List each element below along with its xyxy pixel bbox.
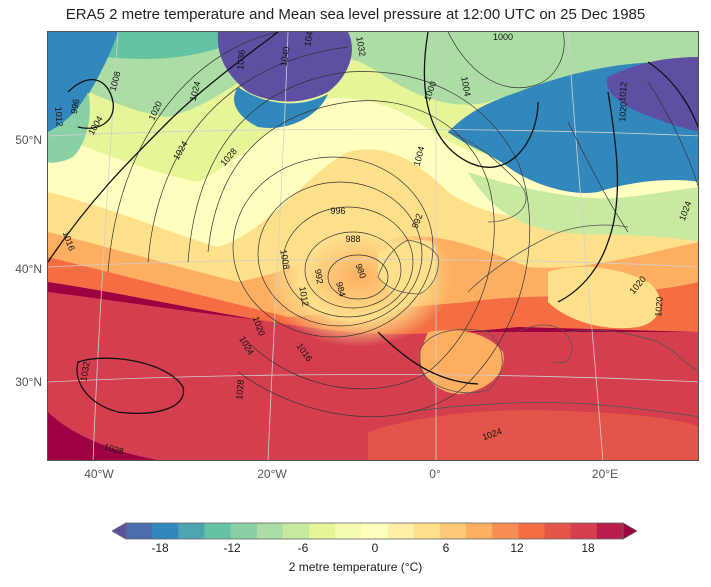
colorbar-cell: [309, 523, 336, 539]
colorbar-cell: [518, 523, 546, 539]
lat-label-30n: 30°N: [15, 375, 42, 389]
isobar-label: 980: [354, 262, 369, 280]
isobar-label: 1036: [235, 49, 247, 70]
british-isles: [378, 240, 439, 298]
colorbar-extend-min: [112, 522, 127, 540]
colorbar-cell: [492, 523, 519, 539]
isobar-label: 1040: [278, 46, 291, 67]
map-title: ERA5 2 metre temperature and Mean sea le…: [65, 6, 646, 23]
coastlines: [377, 131, 698, 418]
colorbar-tick: 18: [581, 541, 595, 555]
isobar-label: 992: [313, 268, 325, 285]
isobar-label: 984: [334, 281, 348, 298]
isobar-label: 992: [410, 212, 425, 230]
bold-isobars: [48, 32, 698, 385]
colorbar-cells: [112, 522, 637, 540]
isobar-label: 1000: [493, 32, 513, 42]
isobar-label: 1012: [297, 286, 310, 307]
colorbar-cell: [178, 523, 205, 539]
lon-label-20w: 20°W: [257, 467, 287, 481]
isobar-label: 1012: [617, 81, 629, 102]
colorbar-cell: [282, 523, 310, 539]
isobar-label: 996: [69, 98, 81, 115]
lat-label-40n: 40°N: [15, 262, 42, 276]
lat-label-50n: 50°N: [15, 133, 42, 147]
colorbar-cell: [126, 523, 153, 539]
isobar-label: 988: [345, 234, 360, 244]
colorbar-outline: [125, 522, 624, 540]
colorbar-cell: [256, 523, 284, 539]
colorbar-tick: 0: [371, 541, 379, 555]
temp-band-green: [48, 32, 698, 117]
map-canvas: 980 984 988 992 996 1008 992 1012 1020 1…: [48, 32, 698, 460]
isobars: [76, 32, 698, 417]
colorbar-cell: [570, 523, 598, 539]
colorbar-tick: -12: [223, 541, 241, 555]
colorbar-cell: [361, 523, 389, 539]
colorbar-tick: -18: [151, 541, 169, 555]
colorbar-cell: [544, 523, 572, 539]
canada-coast: [48, 92, 90, 163]
colorbar-cell: [230, 523, 258, 539]
central-europe: [548, 266, 661, 329]
colorbar-cell: [387, 523, 415, 539]
isobar-label: 1048: [302, 32, 315, 47]
lon-label-0: 0°: [429, 467, 441, 481]
isobar-label: 1028: [234, 379, 246, 400]
lon-label-40w: 40°W: [84, 467, 114, 481]
isobar-label: 1032: [354, 36, 367, 57]
isobar-label: 1012: [53, 106, 65, 127]
colorbar-tick: 12: [510, 541, 524, 555]
sahara-warm: [368, 410, 698, 460]
colorbar-extend-max: [622, 522, 637, 540]
colorbar-cell: [439, 523, 467, 539]
isobar-label: 1008: [278, 249, 291, 270]
graticule: [48, 32, 698, 460]
isobar-label: 1020: [617, 101, 629, 122]
colorbar-cell: [204, 523, 232, 539]
colorbar-cell: [466, 523, 493, 539]
colorbar: [112, 522, 637, 540]
colorbar-cell: [152, 523, 179, 539]
colorbar-tick: -6: [297, 541, 309, 555]
greenland-coast-cold: [234, 87, 328, 128]
isobar-label: 996: [330, 206, 345, 216]
colorbar-label: 2 metre temperature (°C): [288, 560, 423, 574]
colorbar-cell: [335, 523, 362, 539]
lon-label-20e: 20°E: [591, 467, 619, 481]
east-europe-cool: [468, 172, 698, 242]
colorbar-cell: [413, 523, 441, 539]
colorbar-cell: [596, 523, 624, 539]
greenland-cold: [217, 32, 352, 102]
isobar-label: 1004: [459, 76, 472, 97]
isobar-label: 1032: [78, 361, 91, 382]
iberia: [419, 330, 504, 394]
map-panel[interactable]: 980 984 988 992 996 1008 992 1012 1020 1…: [47, 31, 699, 461]
colorbar-tick: 6: [442, 541, 450, 555]
russia-cold: [606, 57, 698, 132]
isobar-label: 1020: [653, 296, 665, 317]
